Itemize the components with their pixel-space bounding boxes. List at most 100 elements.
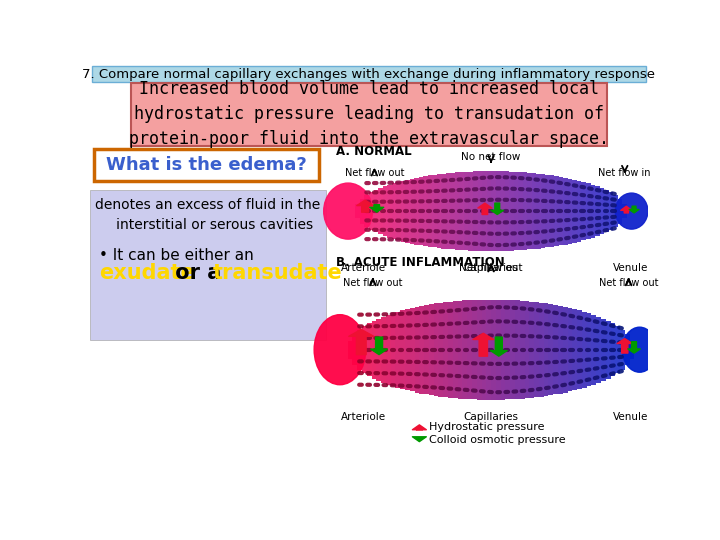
FancyBboxPatch shape — [94, 148, 320, 181]
Polygon shape — [606, 321, 611, 379]
Polygon shape — [473, 171, 477, 251]
Polygon shape — [563, 178, 568, 245]
Polygon shape — [400, 181, 405, 241]
Polygon shape — [377, 319, 381, 381]
Text: exudate: exudate — [99, 262, 195, 283]
Polygon shape — [500, 300, 505, 400]
Polygon shape — [366, 323, 372, 376]
Polygon shape — [453, 301, 458, 398]
Polygon shape — [369, 192, 374, 230]
Text: Net flow out: Net flow out — [343, 278, 402, 288]
Polygon shape — [378, 188, 382, 234]
Polygon shape — [587, 313, 591, 386]
Polygon shape — [441, 173, 446, 248]
Text: A. NORMAL: A. NORMAL — [336, 145, 411, 158]
Polygon shape — [515, 300, 520, 399]
Polygon shape — [386, 315, 391, 384]
Polygon shape — [395, 312, 400, 388]
Polygon shape — [591, 315, 596, 384]
Text: Capillaries: Capillaries — [464, 412, 518, 422]
Polygon shape — [432, 175, 437, 247]
Text: Net flow out: Net flow out — [345, 168, 404, 178]
Polygon shape — [392, 183, 396, 239]
Polygon shape — [572, 309, 577, 390]
FancyBboxPatch shape — [92, 66, 646, 82]
Text: B. ACUTE INFLAMMATION: B. ACUTE INFLAMMATION — [336, 256, 505, 269]
Polygon shape — [549, 304, 553, 395]
Polygon shape — [464, 172, 469, 251]
Text: 7. Compare normal capillary exchanges with exchange during inflammatory response: 7. Compare normal capillary exchanges wi… — [83, 68, 655, 80]
Polygon shape — [608, 192, 613, 230]
Ellipse shape — [622, 327, 657, 372]
Polygon shape — [618, 199, 622, 224]
Polygon shape — [424, 305, 429, 394]
Polygon shape — [451, 173, 455, 249]
Polygon shape — [477, 300, 482, 400]
Text: Venule: Venule — [613, 264, 649, 273]
Polygon shape — [590, 185, 595, 238]
Polygon shape — [567, 308, 572, 392]
Polygon shape — [616, 326, 620, 373]
Text: Capillaries: Capillaries — [464, 264, 518, 273]
Polygon shape — [495, 171, 500, 251]
Text: Colloid osmotic pressure: Colloid osmotic pressure — [428, 435, 565, 445]
Polygon shape — [491, 171, 495, 251]
Polygon shape — [405, 180, 410, 242]
Polygon shape — [558, 306, 563, 394]
Polygon shape — [568, 179, 572, 244]
FancyBboxPatch shape — [131, 83, 607, 146]
Text: Net flow in: Net flow in — [598, 168, 651, 178]
Polygon shape — [500, 171, 505, 251]
Polygon shape — [459, 172, 464, 250]
Polygon shape — [433, 303, 438, 396]
Polygon shape — [601, 319, 606, 381]
Polygon shape — [482, 300, 486, 400]
Text: What is the edema?: What is the edema? — [106, 156, 307, 174]
Polygon shape — [462, 300, 467, 399]
Text: No net flow: No net flow — [462, 152, 521, 162]
Polygon shape — [513, 172, 518, 251]
Polygon shape — [532, 173, 536, 249]
Polygon shape — [400, 310, 405, 389]
Polygon shape — [419, 177, 423, 245]
Polygon shape — [505, 300, 510, 400]
Polygon shape — [554, 176, 559, 246]
Polygon shape — [524, 301, 529, 398]
Text: Increased blood volume lead to increased local
hydrostatic pressure leading to t: Increased blood volume lead to increased… — [129, 80, 609, 148]
Polygon shape — [357, 330, 362, 370]
Polygon shape — [487, 171, 491, 251]
Polygon shape — [381, 316, 386, 383]
Polygon shape — [362, 326, 366, 373]
Polygon shape — [572, 180, 577, 242]
Polygon shape — [509, 172, 513, 251]
Polygon shape — [448, 302, 453, 397]
Polygon shape — [625, 334, 630, 366]
Polygon shape — [622, 204, 626, 218]
Polygon shape — [496, 300, 500, 400]
Polygon shape — [545, 175, 550, 247]
Text: Venule: Venule — [613, 412, 649, 422]
Text: or a: or a — [168, 262, 228, 283]
Polygon shape — [604, 190, 608, 232]
Text: Net flow out: Net flow out — [599, 278, 658, 288]
Polygon shape — [536, 173, 541, 248]
Text: Arteriole: Arteriole — [341, 412, 386, 422]
Polygon shape — [559, 177, 563, 245]
Polygon shape — [613, 195, 618, 227]
Polygon shape — [596, 316, 601, 383]
Polygon shape — [419, 306, 424, 394]
Polygon shape — [428, 176, 432, 247]
Polygon shape — [364, 195, 369, 227]
Polygon shape — [600, 188, 604, 234]
Ellipse shape — [324, 183, 372, 239]
Polygon shape — [491, 300, 496, 400]
Polygon shape — [505, 171, 509, 251]
Polygon shape — [415, 307, 419, 393]
Polygon shape — [541, 174, 545, 248]
Polygon shape — [455, 172, 459, 250]
Polygon shape — [405, 309, 410, 390]
Polygon shape — [582, 182, 586, 240]
Polygon shape — [630, 341, 634, 359]
Polygon shape — [410, 308, 415, 392]
Polygon shape — [486, 300, 491, 400]
